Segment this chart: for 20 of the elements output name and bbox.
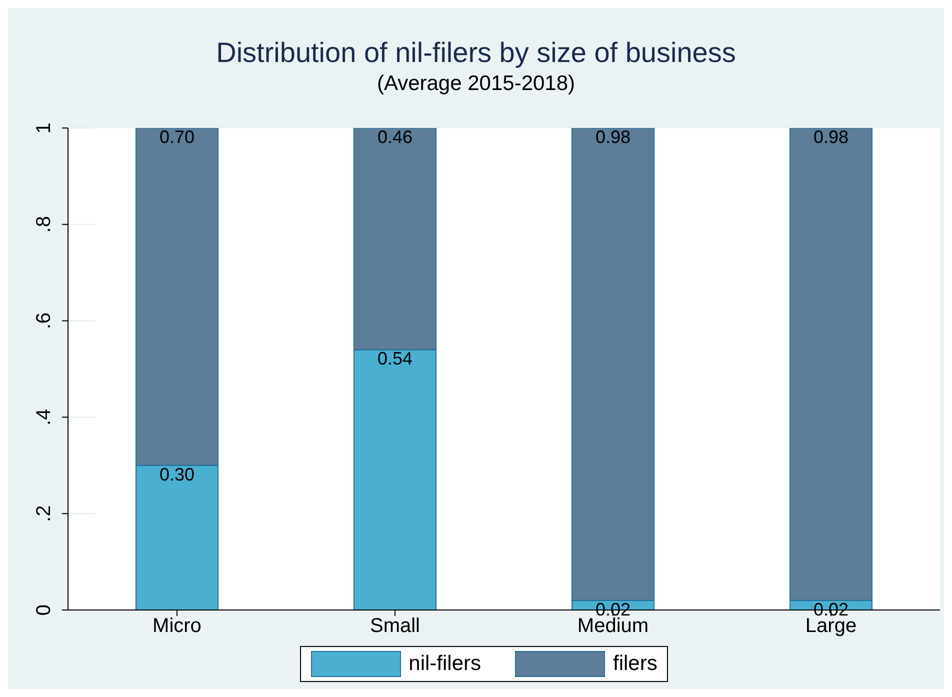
data-label: 0.70 — [159, 127, 195, 147]
y-tick-label: 0 — [33, 604, 55, 616]
x-tick-label: Small — [370, 615, 420, 638]
chart-subtitle: (Average 2015-2018) — [376, 71, 576, 97]
x-tick-label: Medium — [577, 615, 649, 638]
data-label: 0.30 — [159, 464, 195, 484]
data-label: 0.98 — [813, 127, 849, 147]
y-tick-label: .6 — [33, 312, 55, 330]
data-label: 0.54 — [377, 348, 413, 369]
y-tick-label: 1 — [33, 122, 55, 134]
y-tick-label: .4 — [33, 408, 55, 426]
legend-label: nil-filers — [408, 652, 481, 676]
data-label: 0.98 — [595, 127, 631, 147]
chart-title: Distribution of nil-filers by size of business — [215, 36, 737, 70]
legend-label: filers — [613, 652, 658, 676]
x-tick-label: Micro — [152, 615, 202, 638]
y-tick-label: .2 — [33, 505, 55, 522]
y-tick-label: .8 — [33, 216, 55, 233]
data-label: 0.46 — [377, 127, 413, 147]
x-tick-label: Large — [805, 615, 857, 638]
